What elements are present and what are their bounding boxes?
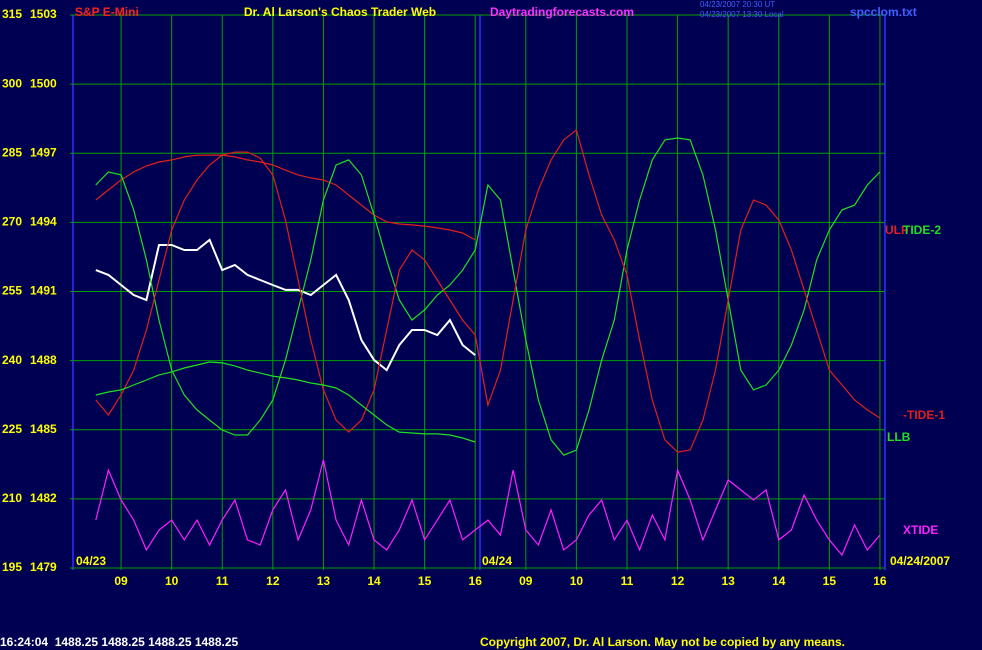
x-tick-label: 11 [216, 574, 229, 588]
y-tick-label: 1488 [30, 353, 57, 367]
header-site: Daytradingforecasts.com [490, 5, 634, 19]
x-tick-label: 09 [519, 574, 533, 588]
date-label: 04/24 [482, 554, 512, 568]
y-tick-label: 1500 [30, 76, 57, 90]
y2-tick-label: 195 [2, 560, 22, 574]
y2-tick-label: 225 [2, 422, 22, 436]
series-line [95, 361, 476, 443]
y2-tick-label: 255 [2, 284, 22, 298]
x-tick-label: 12 [671, 574, 685, 588]
x-tick-label: 13 [721, 574, 735, 588]
header-time-local: 04/23/2007 13:30 Local [700, 10, 784, 19]
x-tick-label: 11 [621, 574, 634, 588]
x-tick-label: 16 [469, 574, 483, 588]
y2-tick-label: 210 [2, 491, 22, 505]
y-tick-label: 1497 [30, 145, 57, 159]
series-label: -TIDE-1 [903, 408, 945, 422]
chart-title: Dr. Al Larson's Chaos Trader Web [244, 5, 436, 19]
y-tick-label: 1494 [30, 215, 57, 229]
series-line [95, 459, 881, 557]
x-tick-label: 09 [114, 574, 128, 588]
x-tick-label: 14 [367, 574, 381, 588]
y-tick-label: 1482 [30, 491, 57, 505]
x-tick-label: 15 [823, 574, 837, 588]
y2-tick-label: 270 [2, 215, 22, 229]
y2-tick-label: 285 [2, 145, 22, 159]
y2-tick-label: 240 [2, 353, 22, 367]
series-line [95, 238, 476, 372]
series-line [95, 154, 476, 241]
header-time-ut: 04/23/2007 20:30 UT [700, 0, 775, 9]
footer-quote: 16:24:04 1488.25 1488.25 1488.25 1488.25 [0, 635, 239, 649]
y-tick-label: 1491 [30, 284, 57, 298]
header-file: spcclom.txt [850, 5, 917, 19]
series-line [95, 128, 881, 453]
x-tick-label: 12 [266, 574, 280, 588]
x-tick-label: 13 [317, 574, 331, 588]
x-tick-label: 16 [873, 574, 887, 588]
header-instrument: S&P E-Mini [75, 5, 139, 19]
series-label: TIDE-2 [903, 223, 941, 237]
series-label: XTIDE [903, 523, 938, 537]
footer-copyright: Copyright 2007, Dr. Al Larson. May not b… [480, 635, 845, 649]
x-tick-label: 10 [570, 574, 584, 588]
series-label: ULF [885, 223, 908, 237]
x-tick-label: 15 [418, 574, 432, 588]
y2-tick-label: 315 [2, 7, 22, 21]
x-tick-label: 14 [772, 574, 786, 588]
series-label: LLB [887, 430, 911, 444]
y2-tick-label: 300 [2, 76, 22, 90]
y-tick-label: 1503 [30, 7, 57, 21]
y-tick-label: 1479 [30, 560, 57, 574]
series-line [95, 137, 881, 456]
y-tick-label: 1485 [30, 422, 57, 436]
date-label: 04/23 [76, 554, 106, 568]
x-tick-label: 10 [165, 574, 179, 588]
plot [70, 14, 885, 570]
date-label: 04/24/2007 [890, 554, 950, 568]
